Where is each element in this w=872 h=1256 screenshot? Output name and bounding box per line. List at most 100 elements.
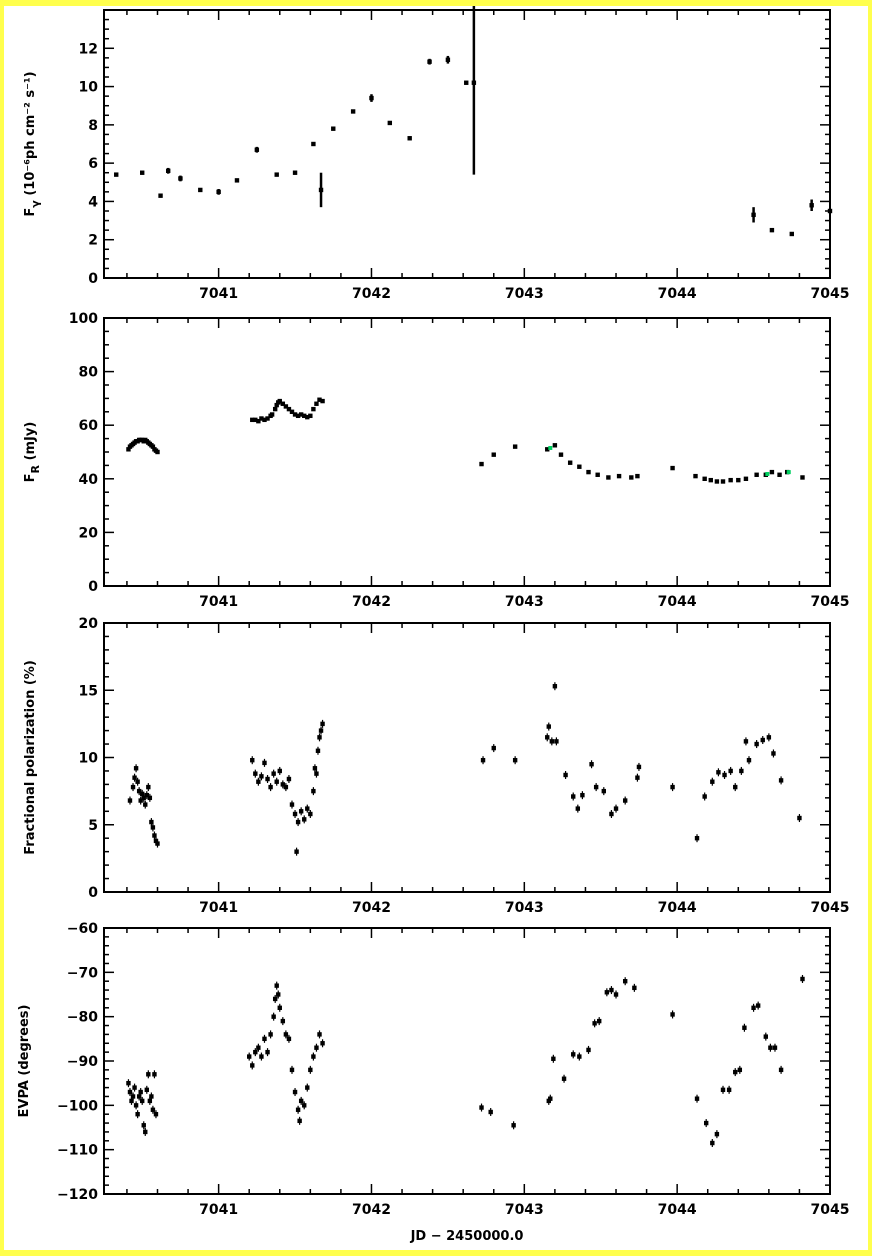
data-point [150, 825, 156, 830]
data-point [593, 784, 599, 790]
data-point [479, 1105, 484, 1110]
data-point [580, 792, 585, 798]
data-point [165, 168, 171, 173]
data-point [597, 1018, 602, 1024]
data-point [488, 1109, 493, 1115]
data-point [716, 770, 721, 775]
data-point [739, 768, 744, 774]
y-tick-label: 2 [88, 233, 98, 249]
x-axis-label: JD − 2450000.0 [410, 1229, 524, 1244]
data-point [479, 461, 484, 467]
ylabel-3: EVPA (degrees) [17, 1005, 32, 1118]
data-point [407, 136, 412, 141]
data-point [250, 757, 255, 763]
data-point [295, 1107, 301, 1112]
data-point [286, 406, 292, 412]
data-point [311, 141, 316, 147]
data-point [769, 469, 775, 475]
data-point [274, 779, 279, 784]
y-tick-label: 10 [79, 751, 99, 767]
y-tick-label: 10 [79, 80, 99, 96]
y-tick-label: 0 [88, 885, 98, 901]
data-point [295, 413, 301, 419]
data-point [636, 764, 642, 770]
data-point [318, 187, 324, 193]
data-point [601, 788, 606, 794]
data-point [768, 1045, 773, 1050]
data-point [586, 1047, 591, 1053]
data-point [710, 779, 715, 784]
data-point [295, 819, 301, 825]
data-point [302, 1103, 307, 1108]
x-tick-label: 7043 [505, 594, 544, 610]
data-point [670, 465, 675, 471]
data-point [140, 1098, 145, 1104]
ylabel-0: Fγ (10⁻⁶ph cm⁻² s⁻¹) [23, 71, 42, 216]
data-point [571, 794, 576, 799]
data-point [298, 1098, 304, 1104]
data-point [271, 1014, 276, 1019]
data-point [298, 412, 304, 417]
data-point [737, 1067, 743, 1073]
data-point [777, 472, 782, 477]
data-point [552, 684, 558, 689]
x-tick-label: 7044 [658, 594, 697, 610]
data-point [136, 788, 142, 794]
data-point [714, 479, 720, 484]
data-point [141, 795, 146, 801]
data-point [809, 203, 814, 208]
data-point [126, 447, 131, 452]
plot-frame [103, 9, 831, 279]
data-point [253, 417, 258, 423]
data-point [714, 1131, 720, 1137]
x-tick-label: 7043 [505, 900, 544, 916]
data-point [545, 735, 550, 740]
data-point [751, 1005, 756, 1010]
data-point [127, 1089, 133, 1095]
data-point [567, 460, 573, 465]
data-point [272, 406, 278, 412]
data-point [133, 1103, 139, 1108]
data-point [629, 475, 634, 480]
data-point [272, 996, 278, 1002]
panel-1: 7041 7042 7043 7044 7045 0 20 40 60 80 100 FR (mJy) [23, 311, 849, 610]
data-point [262, 760, 267, 766]
panel-2: 7041 7042 7043 7044 7045 0 5 10 15 20 Fractional p… [23, 616, 849, 916]
data-point [250, 417, 255, 423]
data-point [606, 475, 611, 480]
data-point [694, 1096, 700, 1101]
data-point [693, 473, 698, 479]
plot-frame [103, 622, 831, 893]
data-point [789, 231, 794, 237]
x-tick-label: 7041 [199, 286, 238, 302]
x-tick-label: 7043 [505, 1202, 544, 1218]
data-point [302, 817, 307, 822]
panel-3: 7041 7042 7043 7044 7045 −120 −110 −100 −90 −80 −7… [17, 921, 849, 1244]
data-point [305, 1085, 310, 1090]
y-tick-label: −100 [57, 1098, 98, 1114]
data-point [464, 80, 469, 85]
ylabel-2: Fractional polarization (%) [23, 660, 38, 855]
data-point [276, 992, 281, 997]
y-tick-label: 12 [79, 41, 98, 57]
y-tick-label: 60 [79, 418, 99, 434]
data-point [265, 416, 270, 421]
y-tick-label: 5 [88, 818, 98, 834]
data-point [317, 397, 322, 402]
data-point [297, 1118, 302, 1124]
data-point [311, 788, 316, 794]
data-point [609, 987, 614, 993]
data-point [736, 477, 741, 483]
data-point [563, 772, 568, 778]
data-point [609, 811, 614, 817]
data-point [253, 1049, 258, 1055]
data-point [317, 735, 322, 740]
data-point [754, 741, 759, 747]
data-point [512, 757, 518, 763]
x-tick-label: 7042 [352, 1202, 391, 1218]
data-point [491, 452, 496, 457]
data-point [256, 779, 261, 784]
panel-0: 7041 7042 7043 7044 7045 0 2 4 6 8 10 12 Fγ (10⁻⁶ph … [23, 6, 849, 302]
data-point [746, 757, 752, 763]
data-point [311, 406, 316, 412]
